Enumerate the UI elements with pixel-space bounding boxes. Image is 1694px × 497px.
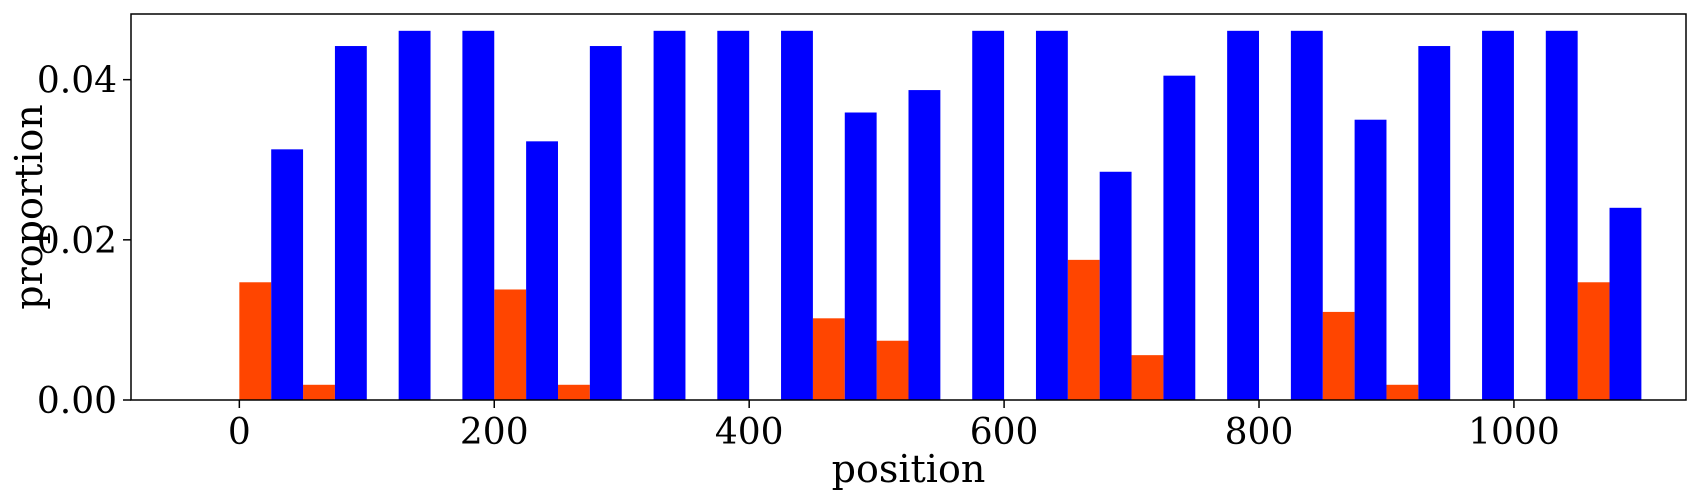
- bar-series-2-6: [653, 30, 686, 401]
- y-axis-label: proportion: [7, 104, 51, 310]
- y-tick-label: 0.02: [37, 221, 117, 262]
- y-axis-ticks: 0.00 0.02 0.04: [37, 61, 131, 422]
- bar-series-1-4: [494, 289, 527, 400]
- bar-series-2-21: [1609, 207, 1642, 400]
- y-tick-label: 0.00: [37, 381, 117, 422]
- x-axis-label: position: [832, 447, 986, 491]
- bar-series-1-10: [876, 340, 909, 400]
- bar-series-1-1: [303, 384, 335, 400]
- bar-series-2-3: [462, 30, 495, 401]
- bar-series-2-10: [908, 90, 941, 401]
- x-tick-label: 600: [970, 412, 1039, 453]
- x-tick-label: 0: [228, 412, 251, 453]
- bar-series-1-9: [812, 318, 845, 400]
- bar-series-2-20: [1545, 30, 1578, 401]
- y-tick-label: 0.04: [37, 61, 117, 102]
- bar-series-2-13: [1099, 171, 1132, 400]
- bar-series-2-11: [972, 30, 1005, 401]
- x-tick-label: 400: [715, 412, 784, 453]
- x-tick-label: 1000: [1468, 412, 1560, 453]
- bar-series-2-18: [1418, 46, 1451, 400]
- bar-series-2-12: [1035, 30, 1068, 401]
- bar-series-2-1: [334, 46, 367, 400]
- bar-series-1-17: [1322, 311, 1355, 400]
- bar-series-2-15: [1227, 30, 1260, 401]
- x-tick-label: 200: [460, 412, 529, 453]
- x-tick-label: 800: [1225, 412, 1294, 453]
- bar-series-2-7: [717, 30, 750, 401]
- bar-series-2-16: [1290, 30, 1323, 401]
- bar-series-2-2: [398, 30, 431, 401]
- bar-series-1-0: [239, 282, 272, 400]
- bar-series-2-17: [1354, 119, 1387, 401]
- bar-series-1-18: [1386, 384, 1419, 400]
- bar-series-2-5: [589, 46, 622, 400]
- bar-series-1-14: [1131, 355, 1164, 400]
- bar-series-2-4: [526, 141, 558, 400]
- bar-series-1-5: [557, 384, 590, 400]
- bar-series-2-0: [271, 149, 304, 400]
- plot-frame: [130, 13, 1687, 401]
- bar-series-2-14: [1163, 75, 1196, 400]
- bar-series-1-13: [1067, 259, 1100, 400]
- bar-series-1-21: [1577, 282, 1610, 400]
- x-axis-ticks: 0 200 400 600 800 1000: [228, 400, 1560, 453]
- bar-series-2-19: [1482, 30, 1514, 401]
- bar-series-2-8: [781, 30, 813, 401]
- bars-layer: [239, 30, 1642, 401]
- bar-series-2-9: [844, 112, 877, 400]
